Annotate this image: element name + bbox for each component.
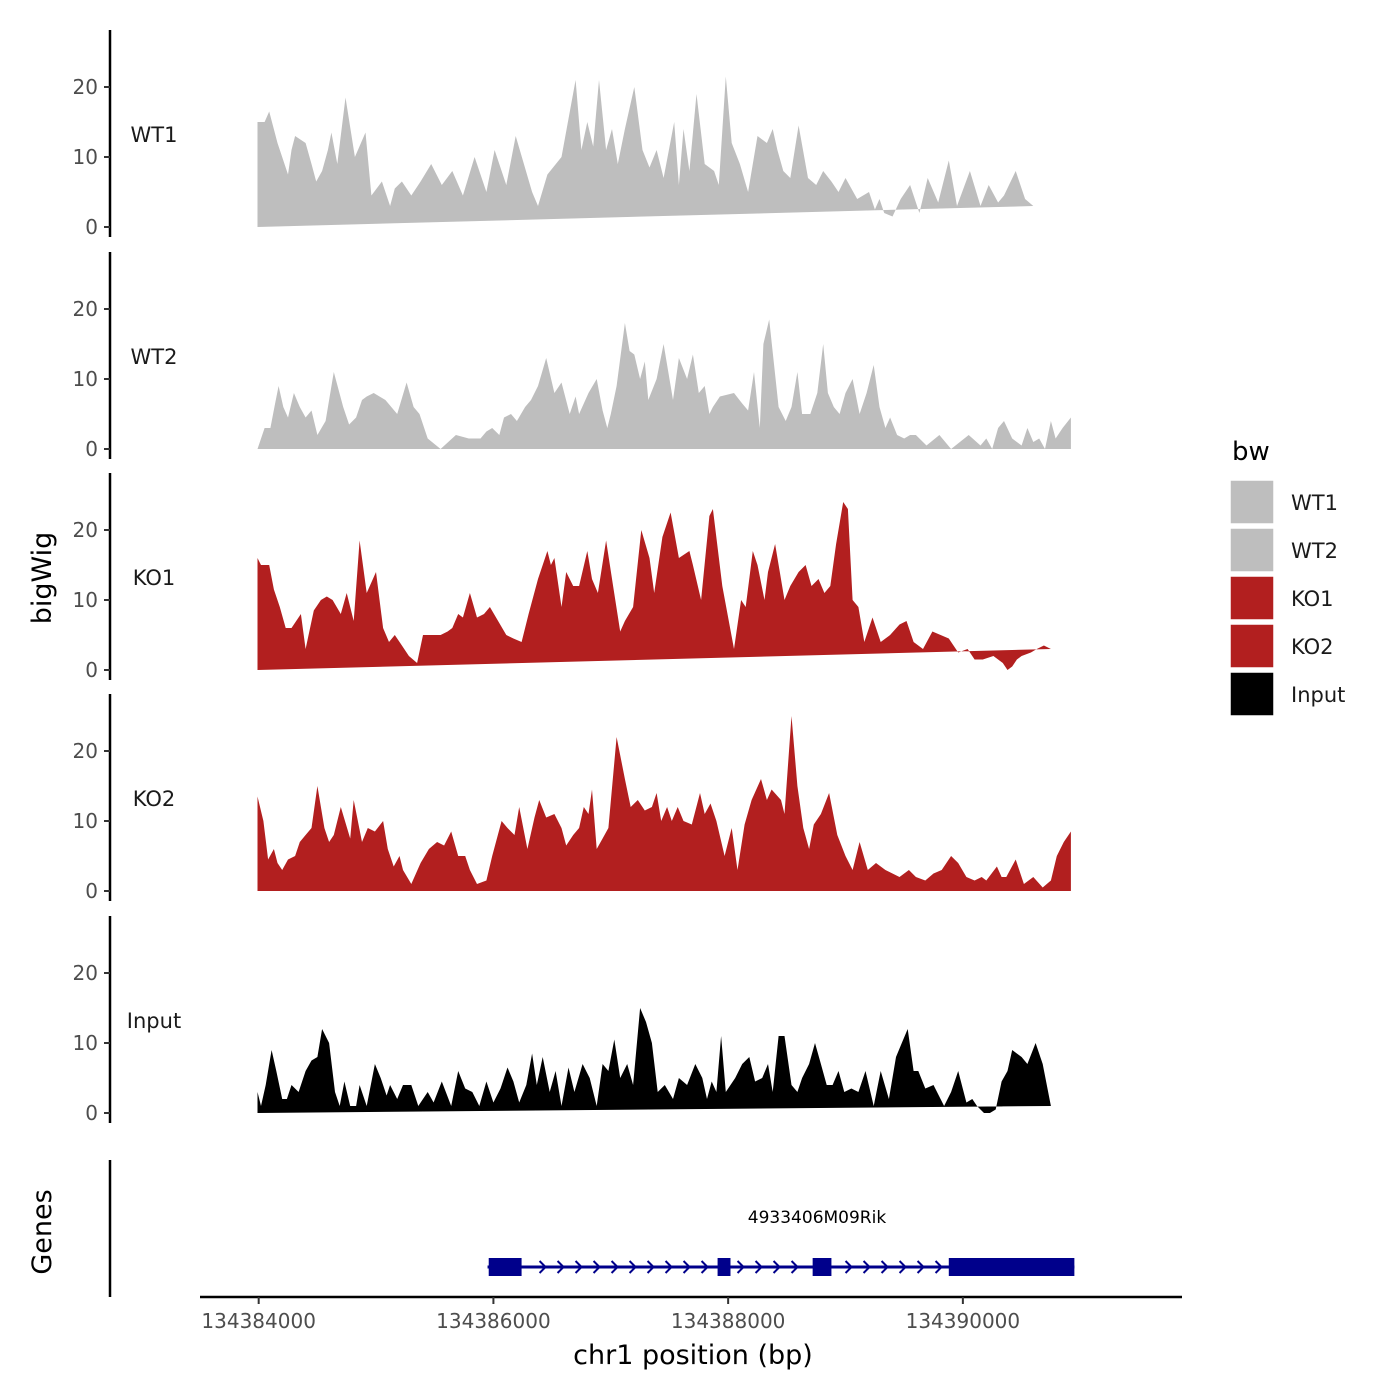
strand-arrow bbox=[628, 1260, 637, 1274]
y-tick-label: 20 bbox=[73, 518, 98, 542]
track-ko2: 0 10 20 KO2 bbox=[73, 694, 1071, 903]
strand-arrow bbox=[754, 1260, 763, 1274]
x-tick-label: 134388000 bbox=[671, 1309, 786, 1333]
coverage-area-wt1 bbox=[257, 76, 1034, 227]
legend-title: bw bbox=[1232, 437, 1270, 467]
tracks-layer: 0 10 20 WT1 0 10 20 WT2 0 10 20 KO1 0 10 20 KO2 0 10 20 Inp… bbox=[73, 30, 1071, 1125]
y-tick-label: 20 bbox=[73, 297, 98, 321]
track-label-input: Input bbox=[127, 1009, 181, 1033]
genes-axis-title: Genes bbox=[27, 1189, 58, 1274]
coverage-area-input bbox=[257, 1008, 1051, 1113]
legend-item-wt1: WT1 bbox=[1229, 479, 1338, 525]
strand-arrow bbox=[934, 1260, 943, 1274]
y-tick-label: 10 bbox=[73, 145, 98, 169]
legend-item-ko2: KO2 bbox=[1229, 623, 1334, 669]
y-tick-label: 10 bbox=[73, 1031, 98, 1055]
strand-arrow bbox=[592, 1260, 601, 1274]
track-input: 0 10 20 Input bbox=[73, 916, 1051, 1125]
strand-arrow bbox=[844, 1260, 853, 1274]
strand-arrow bbox=[700, 1260, 709, 1274]
legend-item-ko1: KO1 bbox=[1229, 575, 1334, 621]
x-axis: 134384000 134386000 134388000 134390000 bbox=[200, 1295, 1182, 1333]
strand-arrow bbox=[880, 1260, 889, 1274]
strand-arrow bbox=[538, 1260, 547, 1274]
legend-swatch bbox=[1229, 575, 1275, 621]
legend-label: Input bbox=[1291, 683, 1345, 707]
strand-arrow bbox=[646, 1260, 655, 1274]
y-tick-label: 0 bbox=[85, 658, 98, 682]
gene-exon-1 bbox=[488, 1258, 522, 1276]
gene-exon-2 bbox=[717, 1258, 731, 1276]
legend-item-wt2: WT2 bbox=[1229, 527, 1338, 573]
y-tick-label: 20 bbox=[73, 739, 98, 763]
legend-label: WT1 bbox=[1291, 491, 1338, 515]
strand-arrow bbox=[682, 1260, 691, 1274]
track-label-ko1: KO1 bbox=[133, 566, 176, 590]
y-axis-title: bigWig bbox=[27, 532, 58, 625]
y-tick-label: 10 bbox=[73, 809, 98, 833]
legend-swatch bbox=[1229, 527, 1275, 573]
y-tick-label: 0 bbox=[85, 1101, 98, 1125]
x-tick-label: 134390000 bbox=[906, 1309, 1021, 1333]
x-tick-label: 134386000 bbox=[436, 1309, 551, 1333]
y-tick-label: 20 bbox=[73, 75, 98, 99]
gene-track: 4933406M09Rik bbox=[108, 1160, 1075, 1297]
legend-label: KO2 bbox=[1291, 635, 1334, 659]
x-axis-title: chr1 position (bp) bbox=[573, 1340, 813, 1371]
strand-arrow bbox=[790, 1260, 799, 1274]
strand-arrow bbox=[862, 1260, 871, 1274]
legend-swatch bbox=[1229, 623, 1275, 669]
track-label-wt2: WT2 bbox=[131, 345, 178, 369]
coverage-area-ko1 bbox=[257, 502, 1051, 670]
legend-swatch bbox=[1229, 479, 1275, 525]
y-tick-label: 10 bbox=[73, 367, 98, 391]
y-tick-label: 20 bbox=[73, 961, 98, 985]
strand-arrow bbox=[916, 1260, 925, 1274]
y-tick-label: 0 bbox=[85, 437, 98, 461]
y-tick-label: 10 bbox=[73, 588, 98, 612]
y-tick-label: 0 bbox=[85, 215, 98, 239]
track-wt2: 0 10 20 WT2 bbox=[73, 252, 1071, 461]
track-label-wt1: WT1 bbox=[131, 123, 178, 147]
legend-item-input: Input bbox=[1229, 671, 1345, 717]
track-label-ko2: KO2 bbox=[133, 787, 176, 811]
strand-arrow bbox=[898, 1260, 907, 1274]
legend: bw WT1 WT2 KO1 KO2 Input bbox=[1229, 437, 1345, 717]
coverage-area-ko2 bbox=[257, 716, 1071, 891]
y-tick-label: 0 bbox=[85, 879, 98, 903]
gene-exon-3 bbox=[812, 1258, 832, 1276]
strand-arrow bbox=[610, 1260, 619, 1274]
coverage-area-wt2 bbox=[257, 319, 1071, 449]
strand-arrow bbox=[574, 1260, 583, 1274]
track-wt1: 0 10 20 WT1 bbox=[73, 30, 1034, 239]
strand-arrow bbox=[772, 1260, 781, 1274]
legend-swatch bbox=[1229, 671, 1275, 717]
legend-label: WT2 bbox=[1291, 539, 1338, 563]
gene-name-label: 4933406M09Rik bbox=[748, 1208, 887, 1228]
x-tick-label: 134384000 bbox=[201, 1309, 316, 1333]
track-ko1: 0 10 20 KO1 bbox=[73, 473, 1051, 682]
gene-exon-4 bbox=[948, 1258, 1075, 1276]
strand-arrow bbox=[736, 1260, 745, 1274]
strand-arrow bbox=[556, 1260, 565, 1274]
legend-label: KO1 bbox=[1291, 587, 1334, 611]
strand-arrow bbox=[664, 1260, 673, 1274]
